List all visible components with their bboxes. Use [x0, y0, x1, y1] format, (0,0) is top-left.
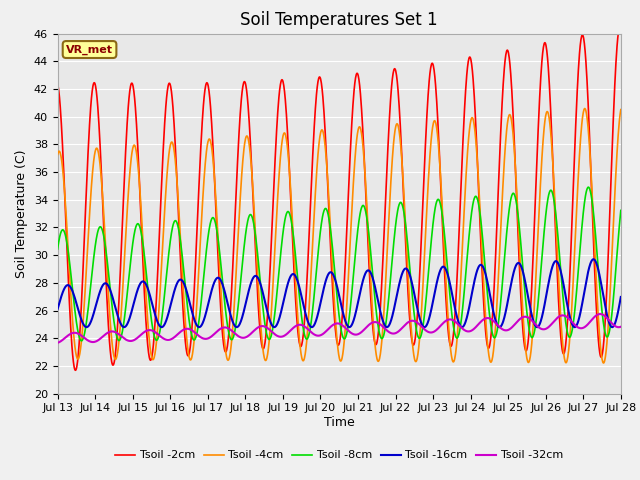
Line: Tsoil -32cm: Tsoil -32cm: [58, 314, 621, 343]
Line: Tsoil -2cm: Tsoil -2cm: [58, 27, 621, 370]
Tsoil -4cm: [292, 295, 300, 301]
Tsoil -32cm: [54, 340, 61, 346]
Tsoil -4cm: [54, 152, 61, 157]
Tsoil -2cm: [72, 367, 79, 373]
Tsoil -8cm: [77, 338, 85, 344]
Tsoil -8cm: [54, 246, 61, 252]
Tsoil -2cm: [293, 317, 301, 323]
Line: Tsoil -4cm: Tsoil -4cm: [58, 108, 621, 363]
Tsoil -8cm: [374, 325, 382, 331]
Tsoil -16cm: [98, 285, 106, 290]
Line: Tsoil -8cm: Tsoil -8cm: [58, 187, 621, 341]
Line: Tsoil -16cm: Tsoil -16cm: [58, 259, 621, 327]
Tsoil -4cm: [314, 147, 322, 153]
Tsoil -16cm: [293, 276, 301, 282]
Tsoil -8cm: [293, 268, 301, 274]
Tsoil -4cm: [120, 262, 128, 268]
Tsoil -2cm: [617, 25, 625, 31]
Tsoil -32cm: [374, 320, 382, 326]
Tsoil -2cm: [616, 24, 624, 30]
Tsoil -8cm: [305, 333, 312, 339]
Tsoil -16cm: [83, 324, 90, 330]
Tsoil -16cm: [54, 306, 61, 312]
Tsoil -2cm: [374, 329, 382, 335]
Text: VR_met: VR_met: [66, 44, 113, 55]
Tsoil -4cm: [581, 106, 589, 111]
Tsoil -2cm: [120, 173, 128, 179]
Tsoil -8cm: [98, 225, 106, 231]
Tsoil -2cm: [54, 81, 61, 86]
Tsoil -4cm: [305, 319, 312, 325]
Tsoil -8cm: [315, 244, 323, 250]
Tsoil -16cm: [617, 294, 625, 300]
Tsoil -4cm: [617, 107, 625, 112]
Legend: Tsoil -2cm, Tsoil -4cm, Tsoil -8cm, Tsoil -16cm, Tsoil -32cm: Tsoil -2cm, Tsoil -4cm, Tsoil -8cm, Tsoi…: [111, 446, 568, 465]
Tsoil -32cm: [120, 336, 128, 341]
Tsoil -32cm: [97, 335, 105, 341]
Tsoil -16cm: [120, 324, 128, 330]
Tsoil -16cm: [315, 308, 323, 314]
Tsoil -32cm: [596, 311, 604, 317]
Tsoil -2cm: [305, 244, 312, 250]
Tsoil -8cm: [617, 207, 625, 213]
Tsoil -32cm: [292, 323, 300, 328]
Tsoil -32cm: [305, 326, 312, 332]
Tsoil -8cm: [120, 315, 128, 321]
Tsoil -32cm: [314, 333, 322, 338]
Title: Soil Temperatures Set 1: Soil Temperatures Set 1: [241, 11, 438, 29]
Tsoil -16cm: [589, 256, 597, 262]
Tsoil -4cm: [600, 360, 607, 366]
Tsoil -4cm: [374, 359, 382, 364]
Tsoil -2cm: [315, 75, 323, 81]
Tsoil -16cm: [374, 300, 382, 306]
X-axis label: Time: Time: [324, 416, 355, 429]
Y-axis label: Soil Temperature (C): Soil Temperature (C): [15, 149, 28, 278]
Tsoil -4cm: [97, 174, 105, 180]
Tsoil -32cm: [617, 324, 625, 330]
Tsoil -8cm: [585, 184, 593, 190]
Tsoil -16cm: [305, 321, 312, 326]
Tsoil -2cm: [98, 173, 106, 179]
